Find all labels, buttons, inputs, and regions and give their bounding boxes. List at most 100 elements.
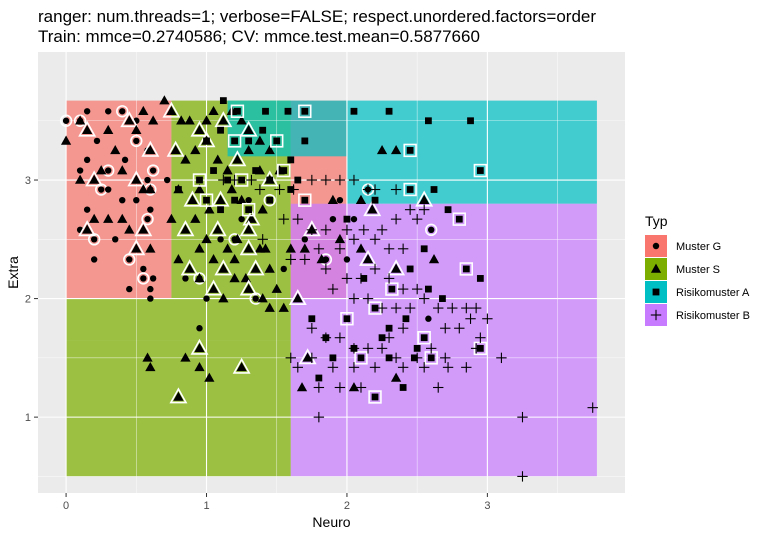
- point-muster-s: [190, 144, 201, 155]
- legend-label: Risikomuster A: [676, 287, 750, 299]
- chart-subtitle: Train: mmce=0.2740586; CV: mmce.test.mea…: [38, 27, 480, 46]
- point-muster-s: [89, 213, 100, 223]
- point-risikomuster-a: [371, 196, 379, 204]
- point-risikomuster-a: [385, 324, 393, 332]
- point-muster-s: [180, 224, 191, 234]
- point-risikomuster-a: [273, 137, 281, 145]
- point-muster-s: [264, 144, 275, 155]
- point-muster-g: [140, 275, 147, 282]
- point-halo: [162, 101, 181, 118]
- point-risikomuster-a: [444, 206, 452, 214]
- point-muster-s: [82, 124, 93, 135]
- point-muster-s: [218, 263, 229, 273]
- point-muster-g: [105, 108, 112, 115]
- point-halo: [192, 173, 207, 187]
- point-risikomuster-a: [210, 167, 217, 174]
- y-axis-title: Extra: [5, 256, 21, 289]
- point-muster-s: [194, 243, 205, 253]
- point-muster-g: [126, 256, 133, 263]
- point-halo: [199, 193, 214, 207]
- point-halo: [246, 259, 265, 276]
- axes: 0 1 2 3 1 2 3: [25, 175, 491, 512]
- point-halo: [270, 134, 284, 148]
- point-risikomuster-a: [402, 315, 410, 323]
- point-muster-g: [112, 236, 119, 243]
- point-muster-s: [243, 224, 254, 234]
- point-risikomuster-a: [462, 265, 470, 273]
- point-muster-s: [355, 194, 367, 204]
- point-muster-s: [145, 184, 156, 194]
- point-risikomuster-a: [371, 393, 379, 401]
- point-muster-s: [243, 124, 254, 135]
- point-halo: [227, 134, 242, 148]
- point-risikomuster-a: [430, 186, 438, 193]
- point-muster-s: [226, 184, 237, 194]
- point-risikomuster-a: [385, 107, 393, 115]
- point-muster-s: [180, 154, 191, 164]
- point-halo: [230, 104, 245, 118]
- x-tick-label: 0: [63, 500, 69, 512]
- point-risikomuster-a: [217, 206, 224, 214]
- point-halo: [385, 282, 399, 296]
- point-halo: [134, 220, 153, 237]
- point-muster-s: [296, 382, 308, 392]
- point-muster-s: [117, 213, 128, 223]
- point-muster-s: [232, 154, 243, 164]
- point-muster-g: [83, 206, 91, 213]
- point-muster-s: [96, 165, 107, 175]
- point-halo: [340, 312, 354, 326]
- point-halo: [169, 387, 188, 404]
- point-muster-s: [173, 254, 184, 264]
- point-muster-g: [147, 206, 154, 213]
- point-halo: [354, 351, 368, 365]
- point-halo: [146, 164, 160, 177]
- point-muster-g: [90, 236, 98, 243]
- point-muster-s: [145, 361, 156, 372]
- point-risikomuster-a: [284, 107, 292, 115]
- point-risikomuster-a: [350, 107, 358, 115]
- point-halo: [302, 220, 321, 237]
- data-points: [59, 95, 598, 482]
- point-muster-s: [278, 302, 289, 312]
- point-muster-s: [124, 224, 135, 234]
- point-risikomuster-a: [238, 176, 246, 184]
- point-risikomuster-a: [343, 215, 351, 223]
- point-muster-s: [187, 194, 198, 204]
- point-muster-s: [124, 115, 135, 125]
- point-risikomuster-a: [245, 206, 253, 214]
- point-muster-g: [83, 156, 91, 164]
- point-halo: [141, 140, 160, 157]
- point-muster-s: [74, 174, 86, 184]
- point-muster-g: [238, 215, 245, 223]
- point-muster-s: [166, 105, 177, 116]
- point-risikomuster-a: [424, 117, 432, 125]
- point-halo: [242, 209, 261, 226]
- point-muster-s: [260, 243, 271, 253]
- point-muster-s: [82, 224, 93, 234]
- point-halo: [208, 220, 227, 237]
- point-muster-g: [329, 215, 337, 223]
- point-muster-s: [208, 254, 219, 264]
- point-risikomuster-a: [371, 304, 379, 312]
- point-halo: [214, 111, 233, 128]
- point-risikomuster-a: [301, 107, 309, 115]
- point-halo: [239, 239, 258, 256]
- point-risikomuster-a: [439, 295, 446, 302]
- legend: Typ Muster G Muster S Risikomuster A Risiko…: [645, 213, 750, 326]
- point-muster-s: [302, 352, 313, 362]
- point-risikomuster-a: [196, 176, 203, 184]
- point-muster-s: [110, 144, 121, 155]
- point-muster-s: [194, 184, 205, 194]
- legend-label: Muster G: [676, 241, 721, 253]
- point-halo: [116, 105, 129, 118]
- point-halo: [368, 390, 382, 404]
- point-muster-s: [271, 283, 282, 293]
- point-muster-s: [138, 224, 149, 234]
- point-muster-g: [425, 315, 432, 322]
- legend-square-icon: [652, 288, 660, 296]
- point-halo: [141, 212, 154, 226]
- point-risikomuster-a: [413, 344, 421, 352]
- point-muster-s: [190, 213, 201, 223]
- point-risikomuster-a: [424, 285, 432, 293]
- point-muster-s: [201, 233, 212, 244]
